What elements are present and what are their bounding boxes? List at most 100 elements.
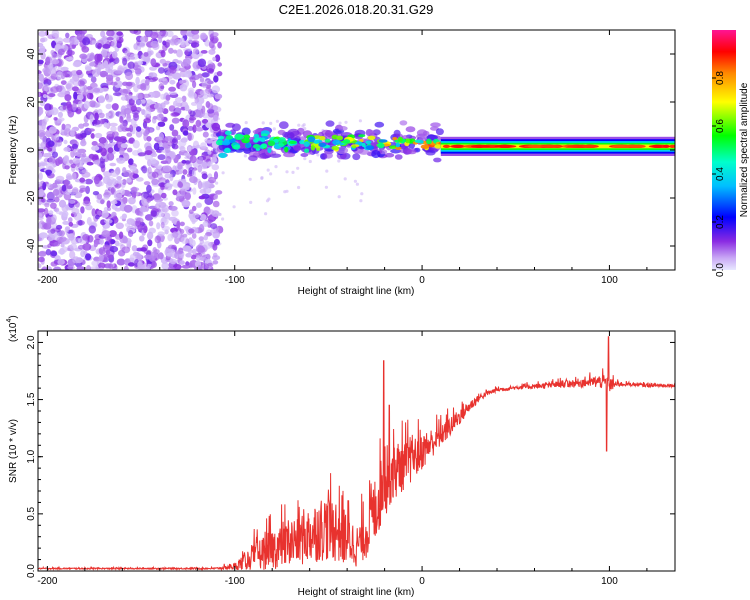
spectrogram-cell [127,229,134,238]
spectrogram-cell [45,56,51,66]
spectrogram-cell [406,149,417,155]
spectrogram-cell [111,51,118,59]
spectrogram-cell [198,156,204,162]
spectrogram-cell [321,153,328,160]
spectrogram-cell [210,223,218,230]
spectrogram-cell [173,100,178,107]
spectrogram-cell [190,42,200,48]
spectrogram-cell [180,236,189,244]
spectrogram-cell [55,210,64,215]
spectrogram-cell [159,58,166,64]
spectrogram-cell [135,99,142,106]
spectrogram-cell [53,266,62,270]
spectrogram-cell [78,123,85,129]
spectrogram-cell [155,125,161,131]
spectrogram-cell [119,115,124,124]
spectrogram-cell [218,152,228,159]
spectrogram-cell [166,182,171,187]
spectrogram-cell [249,200,253,204]
spectrogram-cell [165,156,172,165]
spectrogram-cell [61,123,66,130]
chart-title: C2E1.2026.018.20.31.G29 [279,2,434,17]
y-tick-label: 0.5 [26,506,37,520]
spectrogram-cell [234,133,244,140]
spectrogram-cell [77,94,84,101]
spectrogram-cell [214,137,218,141]
spectrogram-cell [278,121,289,129]
spectrogram-cell [171,244,177,250]
spectrogram-cell [88,100,97,108]
spectrogram-cell [38,129,46,137]
spectrogram-cell [93,86,101,95]
spectrogram-cell [39,162,48,167]
spectrogram-cell [64,94,72,102]
spectrogram-cell [176,220,181,229]
spectrogram-cell [211,32,219,37]
spectrogram-cell [158,252,164,260]
spectrogram-cell [38,181,42,188]
spectrogram-cell [90,221,97,226]
spectrogram-cell [172,231,179,238]
spectrogram-cell [78,219,83,226]
spectrogram-cell [68,199,76,204]
spectrogram-cell [99,238,104,245]
spectrogram-cell [71,207,80,215]
spectrogram-cell [377,142,385,149]
spectrogram-cell [106,200,111,208]
spectrogram-cell [132,140,140,149]
spectrogram-cell [106,152,115,161]
spectrogram-cell [51,214,57,222]
spectrogram-cell [166,30,174,38]
spectrogram-cell [93,241,98,248]
spectrogram-cell [310,145,316,151]
spectrogram-cell [168,201,174,207]
spectrogram-cell [180,187,186,197]
spectrogram-cell [260,176,264,180]
snr-panel: -200 -100 0 100 0.0 0.5 1.0 1.5 2.0 Height of st… [6,315,676,598]
spectrogram-cell [206,121,211,129]
spectrogram-cell [179,84,188,92]
spectrogram-cell [195,255,201,262]
spectrogram-cell [107,254,113,259]
spectrogram-cell [179,260,185,265]
spectrogram-cell [50,73,58,80]
spectrogram-cell [119,215,127,220]
spectrogram-cell [433,157,442,163]
spectrogram-cell [200,161,208,170]
spectrogram-cell [211,156,218,163]
spectrogram-cell [169,173,174,182]
spectrogram-cell [179,145,186,152]
spectrogram-cell [126,132,133,137]
spectrogram-cell [49,183,59,189]
spectrogram-cell [147,239,153,247]
spectrogram-cell [98,247,106,255]
spectrogram-cell [582,144,596,148]
spectrogram-cell [149,128,154,133]
spectrogram-cell [84,178,94,185]
spectrogram-cell [194,97,200,104]
spectrogram-cell [143,118,151,124]
spectrogram-cell [72,79,80,87]
spectrogram-cell [208,176,216,184]
spectrogram-cell [211,164,220,171]
spectrogram-cell [243,154,247,158]
snr-frame [37,330,676,572]
spectrogram-cell [75,134,81,140]
spectrogram-cell [358,149,370,155]
spectrogram-cell [187,132,192,141]
spectrogram-cell [60,66,69,71]
spectrogram-cell [38,263,42,269]
spectrogram-cell [144,129,149,137]
spectrogram-cell [184,104,190,112]
spectrogram-cell [153,103,163,110]
spectrogram-cell [140,247,148,252]
spectrogram-cell [540,144,561,148]
spectrogram-cell [50,59,60,65]
spectrogram-cell [221,171,225,175]
spectrogram-cell [123,265,129,270]
spectrogram-cell [38,107,44,116]
spectrogram-cell [384,152,395,158]
spectrogram-cell [146,136,152,142]
spectrogram-cell [122,236,128,244]
spectrogram-cell [120,143,128,149]
